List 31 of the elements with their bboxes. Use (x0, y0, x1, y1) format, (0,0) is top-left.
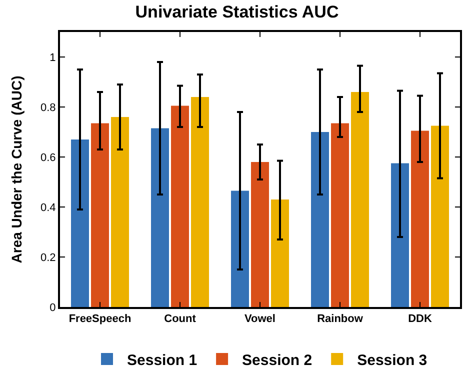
bar (411, 130, 429, 307)
legend-label: Session 3 (357, 352, 428, 369)
y-tick-label: 1 (50, 52, 56, 64)
x-tick-label: Rainbow (317, 313, 364, 326)
legend-label: Session 2 (242, 352, 312, 369)
bar (391, 163, 409, 307)
x-tick-label: FreeSpeech (68, 313, 132, 326)
x-tick-label: Vowel (244, 313, 276, 326)
bar (231, 190, 249, 307)
bar (311, 132, 329, 307)
y-tick-label: 0.6 (40, 152, 56, 164)
bar (251, 162, 269, 307)
chart-title: Univariate Statistics AUC (135, 2, 339, 22)
x-tick-label: Count (164, 313, 196, 326)
y-tick-label: 0 (50, 302, 56, 314)
y-axis-title: Area Under the Curve (AUC) (8, 76, 25, 264)
bar (191, 97, 209, 307)
x-tick-label: DDK (408, 313, 432, 326)
bar (111, 117, 129, 307)
bar (91, 123, 109, 307)
y-tick-label: 0.2 (40, 252, 56, 264)
bar (351, 92, 369, 307)
y-tick-label: 0.4 (40, 202, 56, 214)
bar (71, 140, 89, 307)
bar (271, 200, 289, 307)
bar (331, 123, 349, 307)
y-tick-label: 0.8 (40, 102, 56, 114)
legend-label: Session 1 (127, 352, 198, 369)
bar (171, 106, 189, 307)
bar (151, 128, 169, 307)
bar (431, 126, 449, 307)
